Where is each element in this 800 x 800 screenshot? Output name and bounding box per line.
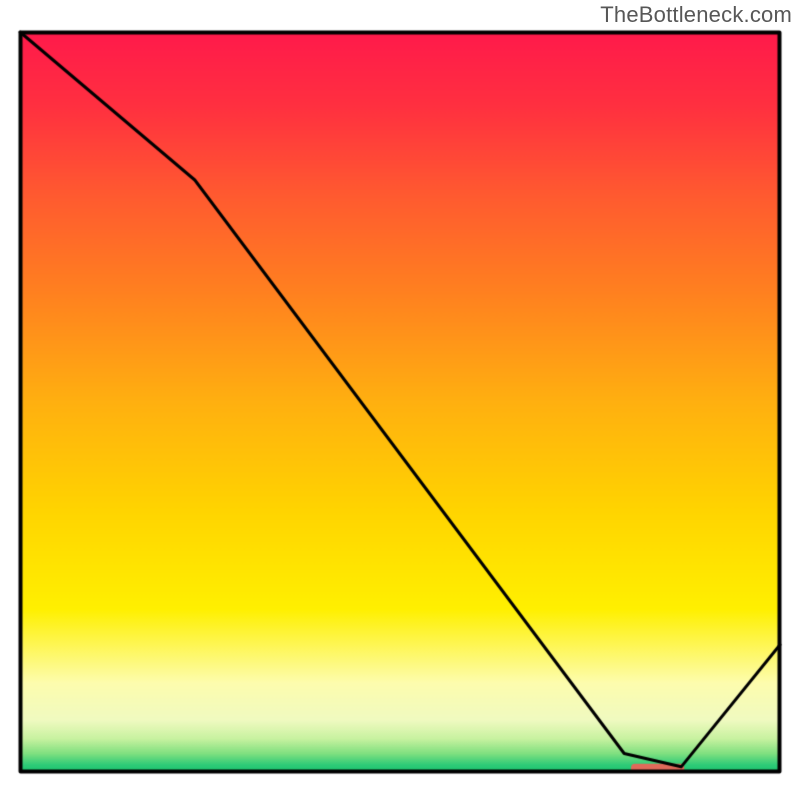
chart-canvas bbox=[0, 0, 800, 800]
watermark-text: TheBottleneck.com bbox=[600, 2, 792, 28]
chart-root: TheBottleneck.com bbox=[0, 0, 800, 800]
